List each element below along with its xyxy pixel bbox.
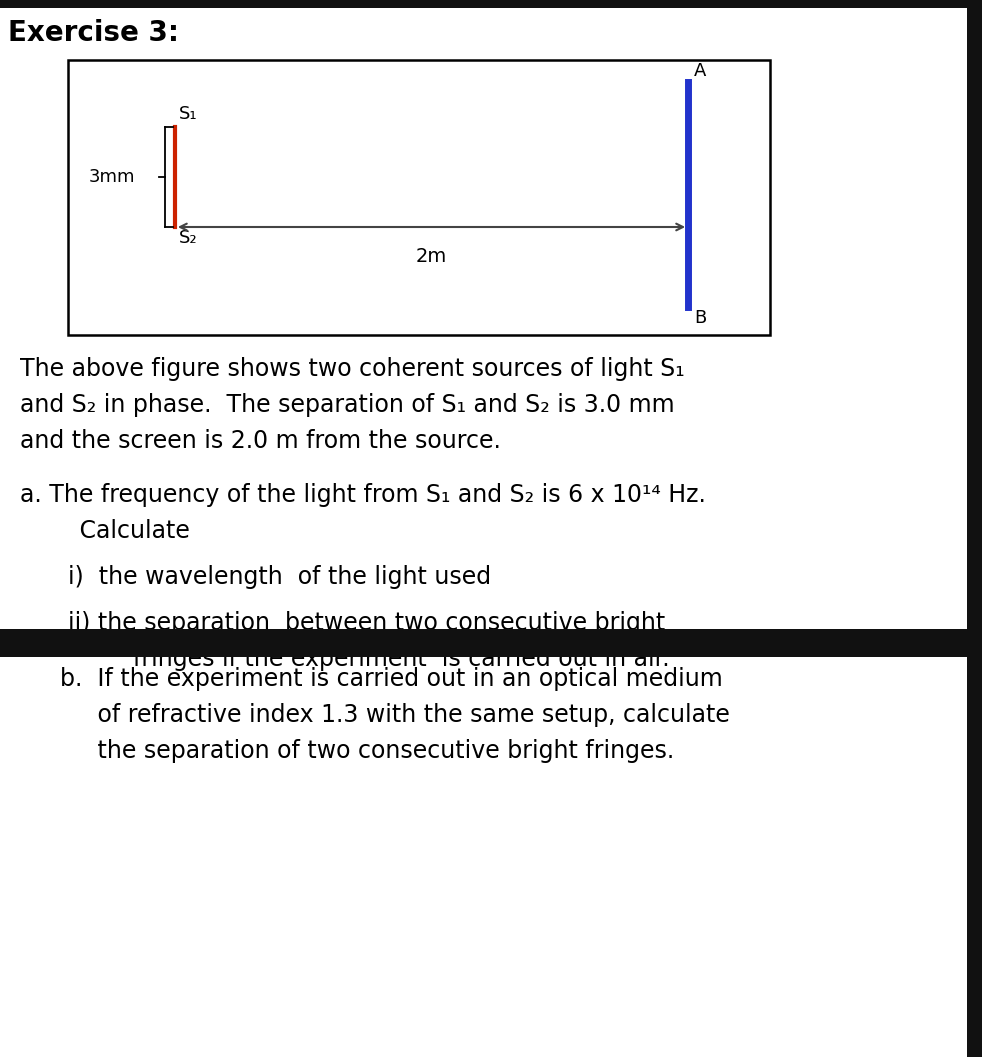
Text: Exercise 3:: Exercise 3:	[8, 19, 179, 47]
Text: ii) the separation  between two consecutive bright: ii) the separation between two consecuti…	[68, 611, 665, 635]
Text: Calculate: Calculate	[42, 519, 190, 543]
Text: fringes if the experiment  is carried out in air.: fringes if the experiment is carried out…	[88, 647, 670, 671]
Text: of refractive index 1.3 with the same setup, calculate: of refractive index 1.3 with the same se…	[60, 703, 730, 727]
Text: 3mm: 3mm	[88, 168, 135, 186]
Bar	[0, 629, 967, 657]
Text: 2m: 2m	[415, 247, 447, 266]
Bar	[68, 60, 770, 335]
Text: b.  If the experiment is carried out in an optical medium: b. If the experiment is carried out in a…	[60, 667, 723, 691]
Text: S₂: S₂	[179, 229, 197, 247]
Text: i)  the wavelength  of the light used: i) the wavelength of the light used	[68, 565, 491, 589]
Text: A: A	[694, 62, 706, 80]
Bar	[0, 0, 982, 8]
Bar	[967, 0, 982, 1057]
Text: the separation of two consecutive bright fringes.: the separation of two consecutive bright…	[60, 739, 675, 763]
Text: a. The frequency of the light from S₁ and S₂ is 6 x 10¹⁴ Hz.: a. The frequency of the light from S₁ an…	[20, 483, 706, 507]
Text: B: B	[694, 309, 706, 327]
Text: The above figure shows two coherent sources of light S₁: The above figure shows two coherent sour…	[20, 357, 684, 381]
Text: and the screen is 2.0 m from the source.: and the screen is 2.0 m from the source.	[20, 429, 501, 453]
Text: S₁: S₁	[179, 105, 197, 123]
Text: and S₂ in phase.  The separation of S₁ and S₂ is 3.0 mm: and S₂ in phase. The separation of S₁ an…	[20, 393, 675, 418]
